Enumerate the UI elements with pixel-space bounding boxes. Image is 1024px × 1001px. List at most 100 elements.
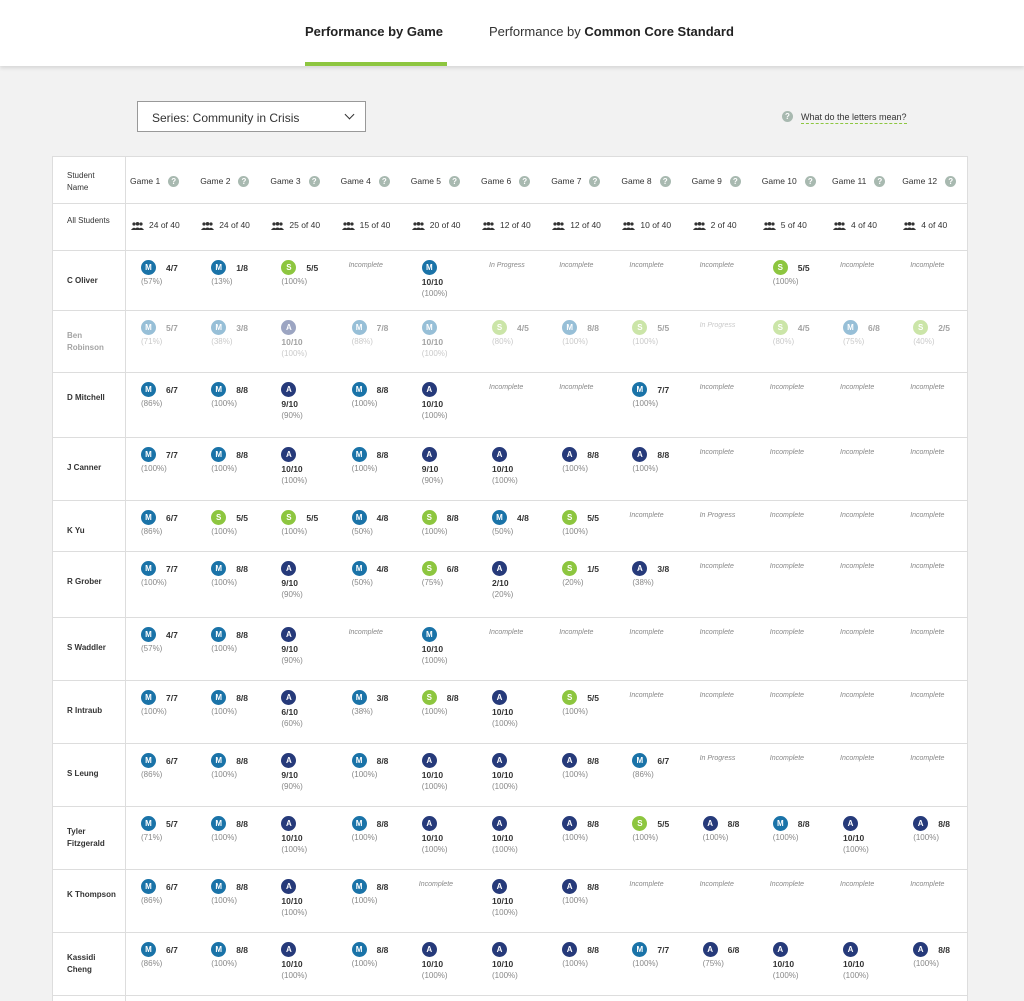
- question-icon[interactable]: ?: [378, 176, 390, 188]
- mastery-badge[interactable]: A: [843, 816, 858, 831]
- status-label[interactable]: Incomplete: [769, 563, 805, 570]
- game-header[interactable]: Game 4?: [341, 176, 390, 188]
- letters-help-link[interactable]: ? What do the letters mean?: [782, 111, 907, 124]
- status-label[interactable]: In Progress: [699, 512, 736, 519]
- mastery-badge[interactable]: A: [562, 942, 578, 957]
- status-label[interactable]: Incomplete: [769, 384, 805, 391]
- mastery-badge[interactable]: S: [421, 561, 437, 576]
- question-icon[interactable]: ?: [168, 176, 180, 188]
- student-name[interactable]: D Mitchell: [67, 393, 105, 402]
- mastery-badge[interactable]: M: [211, 879, 227, 894]
- status-label[interactable]: Incomplete: [840, 512, 875, 519]
- question-icon[interactable]: ?: [589, 176, 601, 188]
- mastery-badge[interactable]: M: [211, 447, 227, 462]
- mastery-badge[interactable]: M: [351, 753, 367, 768]
- mastery-badge[interactable]: M: [141, 382, 156, 397]
- mastery-badge[interactable]: S: [562, 510, 578, 525]
- mastery-badge[interactable]: A: [281, 382, 297, 397]
- question-icon[interactable]: ?: [729, 176, 741, 188]
- question-icon[interactable]: ?: [308, 176, 320, 188]
- mastery-badge[interactable]: A: [492, 879, 507, 894]
- question-icon[interactable]: ?: [238, 176, 250, 188]
- status-label[interactable]: Incomplete: [629, 629, 664, 636]
- mastery-badge[interactable]: M: [351, 320, 367, 335]
- mastery-badge[interactable]: A: [281, 561, 297, 576]
- game-header[interactable]: Game 1?: [130, 176, 180, 188]
- mastery-badge[interactable]: M: [351, 382, 367, 397]
- student-name[interactable]: Ben Robinson: [67, 331, 104, 352]
- student-name[interactable]: Tyler Fitzgerald: [67, 827, 105, 848]
- status-label[interactable]: Incomplete: [559, 384, 594, 391]
- student-name[interactable]: Kassidi Cheng: [67, 953, 96, 974]
- mastery-badge[interactable]: M: [141, 260, 156, 275]
- question-icon[interactable]: ?: [519, 176, 531, 188]
- mastery-badge[interactable]: A: [702, 942, 718, 957]
- student-name[interactable]: C Oliver: [67, 276, 98, 285]
- status-label[interactable]: Incomplete: [699, 629, 734, 636]
- mastery-badge[interactable]: M: [351, 510, 367, 525]
- status-label[interactable]: In Progress: [699, 755, 736, 762]
- status-label[interactable]: Incomplete: [629, 512, 664, 519]
- mastery-badge[interactable]: A: [492, 942, 507, 957]
- mastery-badge[interactable]: M: [843, 320, 858, 335]
- status-label[interactable]: Incomplete: [559, 262, 594, 269]
- mastery-badge[interactable]: A: [281, 447, 297, 462]
- mastery-badge[interactable]: A: [421, 447, 437, 462]
- status-label[interactable]: Incomplete: [699, 563, 734, 570]
- status-label[interactable]: Incomplete: [489, 629, 524, 636]
- mastery-badge[interactable]: S: [562, 561, 578, 576]
- student-name[interactable]: J Canner: [67, 463, 102, 472]
- mastery-badge[interactable]: M: [211, 320, 227, 335]
- mastery-badge[interactable]: M: [211, 260, 227, 275]
- game-header[interactable]: Game 3?: [270, 176, 320, 188]
- status-label[interactable]: Incomplete: [840, 755, 875, 762]
- game-header[interactable]: Game 6?: [481, 176, 531, 188]
- mastery-badge[interactable]: S: [772, 320, 788, 335]
- game-header[interactable]: Game 12?: [902, 176, 957, 188]
- mastery-badge[interactable]: S: [772, 260, 788, 275]
- status-label[interactable]: Incomplete: [910, 755, 945, 762]
- status-label[interactable]: In Progress: [699, 322, 736, 329]
- mastery-badge[interactable]: M: [351, 879, 367, 894]
- status-label[interactable]: Incomplete: [910, 262, 945, 269]
- status-label[interactable]: Incomplete: [910, 629, 945, 636]
- mastery-badge[interactable]: A: [702, 816, 718, 831]
- question-icon[interactable]: ?: [945, 176, 957, 188]
- mastery-badge[interactable]: M: [351, 561, 367, 576]
- mastery-badge[interactable]: A: [492, 561, 507, 576]
- status-label[interactable]: Incomplete: [699, 449, 734, 456]
- student-name[interactable]: R Intraub: [67, 706, 103, 715]
- mastery-badge[interactable]: M: [492, 510, 507, 525]
- status-label[interactable]: Incomplete: [629, 692, 664, 699]
- mastery-badge[interactable]: S: [492, 320, 507, 335]
- mastery-badge[interactable]: M: [351, 942, 367, 957]
- mastery-badge[interactable]: M: [141, 816, 156, 831]
- mastery-badge[interactable]: A: [421, 942, 437, 957]
- question-icon[interactable]: ?: [449, 176, 461, 188]
- student-name[interactable]: K Yu: [67, 526, 85, 535]
- mastery-badge[interactable]: M: [421, 260, 437, 275]
- mastery-badge[interactable]: A: [492, 447, 507, 462]
- status-label[interactable]: Incomplete: [910, 563, 945, 570]
- mastery-badge[interactable]: M: [351, 690, 367, 705]
- mastery-badge[interactable]: M: [351, 447, 367, 462]
- status-label[interactable]: Incomplete: [699, 692, 734, 699]
- mastery-badge[interactable]: M: [772, 816, 788, 831]
- mastery-badge[interactable]: M: [211, 690, 227, 705]
- status-label[interactable]: Incomplete: [629, 262, 664, 269]
- mastery-badge[interactable]: M: [211, 561, 227, 576]
- mastery-badge[interactable]: A: [492, 816, 507, 831]
- status-label[interactable]: Incomplete: [418, 881, 454, 888]
- status-label[interactable]: Incomplete: [910, 692, 945, 699]
- mastery-badge[interactable]: S: [562, 690, 578, 705]
- mastery-badge[interactable]: A: [281, 753, 297, 768]
- mastery-badge[interactable]: A: [421, 382, 437, 397]
- status-label[interactable]: Incomplete: [840, 449, 875, 456]
- game-header[interactable]: Game 8?: [621, 176, 671, 188]
- game-header[interactable]: Game 5?: [411, 176, 461, 188]
- status-label[interactable]: Incomplete: [769, 449, 805, 456]
- mastery-badge[interactable]: A: [562, 816, 578, 831]
- mastery-badge[interactable]: A: [632, 447, 648, 462]
- mastery-badge[interactable]: A: [843, 942, 858, 957]
- mastery-badge[interactable]: A: [562, 753, 578, 768]
